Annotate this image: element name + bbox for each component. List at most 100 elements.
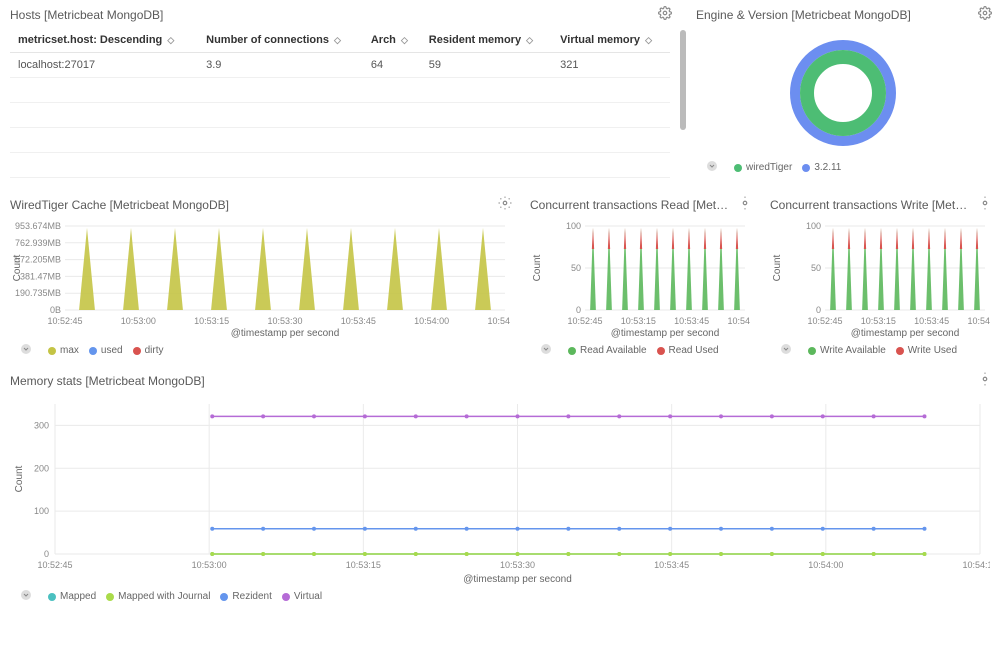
- chevron-down-icon[interactable]: [540, 343, 552, 358]
- hosts-panel: Hosts [Metricbeat MongoDB] metricset.hos…: [0, 0, 680, 190]
- svg-text:50: 50: [811, 263, 821, 273]
- hosts-table: metricset.host: Descending ◇Number of co…: [10, 28, 670, 178]
- svg-text:0B: 0B: [50, 305, 61, 315]
- legend-item[interactable]: Read Used: [657, 345, 719, 356]
- column-header[interactable]: Virtual memory ◇: [552, 28, 670, 53]
- legend-item[interactable]: Write Available: [808, 345, 886, 356]
- panel-title: Memory stats [Metricbeat MongoDB]: [10, 374, 990, 388]
- svg-text:50: 50: [571, 263, 581, 273]
- svg-text:10:53:15: 10:53:15: [621, 316, 656, 326]
- table-row-empty: [10, 78, 670, 103]
- svg-text:Count: Count: [532, 254, 543, 281]
- table-row[interactable]: localhost:270173.96459321: [10, 53, 670, 78]
- gear-icon[interactable]: [498, 196, 512, 213]
- gear-icon[interactable]: [978, 372, 992, 389]
- svg-text:Count: Count: [772, 254, 783, 281]
- svg-text:10:53:00: 10:53:00: [121, 316, 156, 326]
- column-header[interactable]: Resident memory ◇: [421, 28, 552, 53]
- legend-label: used: [101, 345, 123, 356]
- read-panel: Concurrent transactions Read [Metricbeat…: [520, 190, 760, 366]
- svg-text:10:53:15: 10:53:15: [194, 316, 229, 326]
- legend-item[interactable]: Write Used: [896, 345, 957, 356]
- svg-text:10:53:45: 10:53:45: [654, 560, 689, 570]
- svg-text:100: 100: [566, 221, 581, 231]
- svg-text:10:53:15: 10:53:15: [346, 560, 381, 570]
- svg-text:Count: Count: [12, 254, 23, 281]
- legend-label: Mapped with Journal: [118, 591, 210, 602]
- sort-icon: ◇: [526, 35, 533, 45]
- svg-text:10:53:30: 10:53:30: [500, 560, 535, 570]
- legend: Mapped Mapped with Journal Rezident Virtual: [10, 587, 990, 608]
- legend-item[interactable]: Mapped: [48, 591, 96, 602]
- svg-text:10:52:45: 10:52:45: [567, 316, 602, 326]
- panel-title: Concurrent transactions Read [Metricbeat…: [530, 198, 730, 212]
- svg-text:0: 0: [576, 305, 581, 315]
- gear-icon[interactable]: [658, 6, 672, 23]
- panel-title: Engine & Version [Metricbeat MongoDB]: [696, 8, 990, 22]
- legend: Read Available Read Used: [530, 341, 750, 362]
- legend-label: wiredTiger: [746, 162, 792, 173]
- svg-text:@timestamp per second: @timestamp per second: [851, 328, 960, 338]
- legend-item[interactable]: used: [89, 345, 123, 356]
- sort-icon: ◇: [167, 35, 174, 45]
- svg-text:953.674MB: 953.674MB: [15, 221, 61, 231]
- table-cell: 321: [552, 53, 670, 78]
- svg-text:10:52:45: 10:52:45: [37, 560, 72, 570]
- panel-title: Hosts [Metricbeat MongoDB]: [10, 8, 670, 22]
- svg-text:10:54:15: 10:54:15: [487, 316, 510, 326]
- chevron-down-icon[interactable]: [20, 343, 32, 358]
- chevron-down-icon[interactable]: [20, 589, 32, 604]
- cache-panel: WiredTiger Cache [Metricbeat MongoDB] 0B…: [0, 190, 520, 366]
- memory-chart: 0100200300Count10:52:4510:53:0010:53:151…: [10, 394, 990, 584]
- legend-label: Read Used: [669, 345, 719, 356]
- column-header[interactable]: metricset.host: Descending ◇: [10, 28, 198, 53]
- svg-text:10:54:15: 10:54:15: [962, 560, 990, 570]
- panel-title: WiredTiger Cache [Metricbeat MongoDB]: [10, 198, 510, 212]
- svg-text:10:53:45: 10:53:45: [914, 316, 949, 326]
- chevron-down-icon[interactable]: [706, 160, 718, 175]
- legend-item[interactable]: Read Available: [568, 345, 647, 356]
- svg-text:@timestamp per second: @timestamp per second: [231, 328, 340, 338]
- legend: wiredTiger 3.2.11: [696, 158, 990, 179]
- legend-label: dirty: [145, 345, 164, 356]
- gear-icon[interactable]: [978, 6, 992, 23]
- svg-text:10:54:00: 10:54:00: [808, 560, 843, 570]
- svg-text:10:53:30: 10:53:30: [267, 316, 302, 326]
- legend-label: Rezident: [232, 591, 271, 602]
- legend-item[interactable]: Mapped with Journal: [106, 591, 210, 602]
- engine-panel: Engine & Version [Metricbeat MongoDB] wi…: [686, 0, 1000, 190]
- legend-item[interactable]: Virtual: [282, 591, 322, 602]
- svg-text:100: 100: [34, 506, 49, 516]
- svg-text:10:52:45: 10:52:45: [807, 316, 842, 326]
- table-cell: 59: [421, 53, 552, 78]
- svg-text:10:54:00: 10:54:00: [414, 316, 449, 326]
- svg-text:Count: Count: [14, 465, 25, 492]
- chevron-down-icon[interactable]: [780, 343, 792, 358]
- svg-text:0: 0: [44, 549, 49, 559]
- legend-item[interactable]: 3.2.11: [802, 162, 841, 173]
- legend-item[interactable]: max: [48, 345, 79, 356]
- svg-text:0: 0: [816, 305, 821, 315]
- legend-item[interactable]: wiredTiger: [734, 162, 792, 173]
- column-header[interactable]: Number of connections ◇: [198, 28, 363, 53]
- svg-text:@timestamp per second: @timestamp per second: [611, 328, 720, 338]
- sort-icon: ◇: [401, 35, 408, 45]
- legend-label: Write Used: [908, 345, 957, 356]
- svg-text:762.939MB: 762.939MB: [15, 238, 61, 248]
- legend-item[interactable]: Rezident: [220, 591, 271, 602]
- table-cell: localhost:27017: [10, 53, 198, 78]
- legend-item[interactable]: dirty: [133, 345, 164, 356]
- svg-text:10:52:45: 10:52:45: [47, 316, 82, 326]
- svg-text:200: 200: [34, 463, 49, 473]
- column-header[interactable]: Arch ◇: [363, 28, 421, 53]
- table-row-empty: [10, 128, 670, 153]
- legend-label: Virtual: [294, 591, 322, 602]
- legend-label: Write Available: [820, 345, 886, 356]
- legend: max used dirty: [10, 341, 510, 362]
- svg-text:10:53:15: 10:53:15: [861, 316, 896, 326]
- svg-text:10:53:45: 10:53:45: [341, 316, 376, 326]
- svg-text:10:53:00: 10:53:00: [192, 560, 227, 570]
- donut-chart: [696, 28, 990, 158]
- gear-icon[interactable]: [738, 196, 752, 213]
- gear-icon[interactable]: [978, 196, 992, 213]
